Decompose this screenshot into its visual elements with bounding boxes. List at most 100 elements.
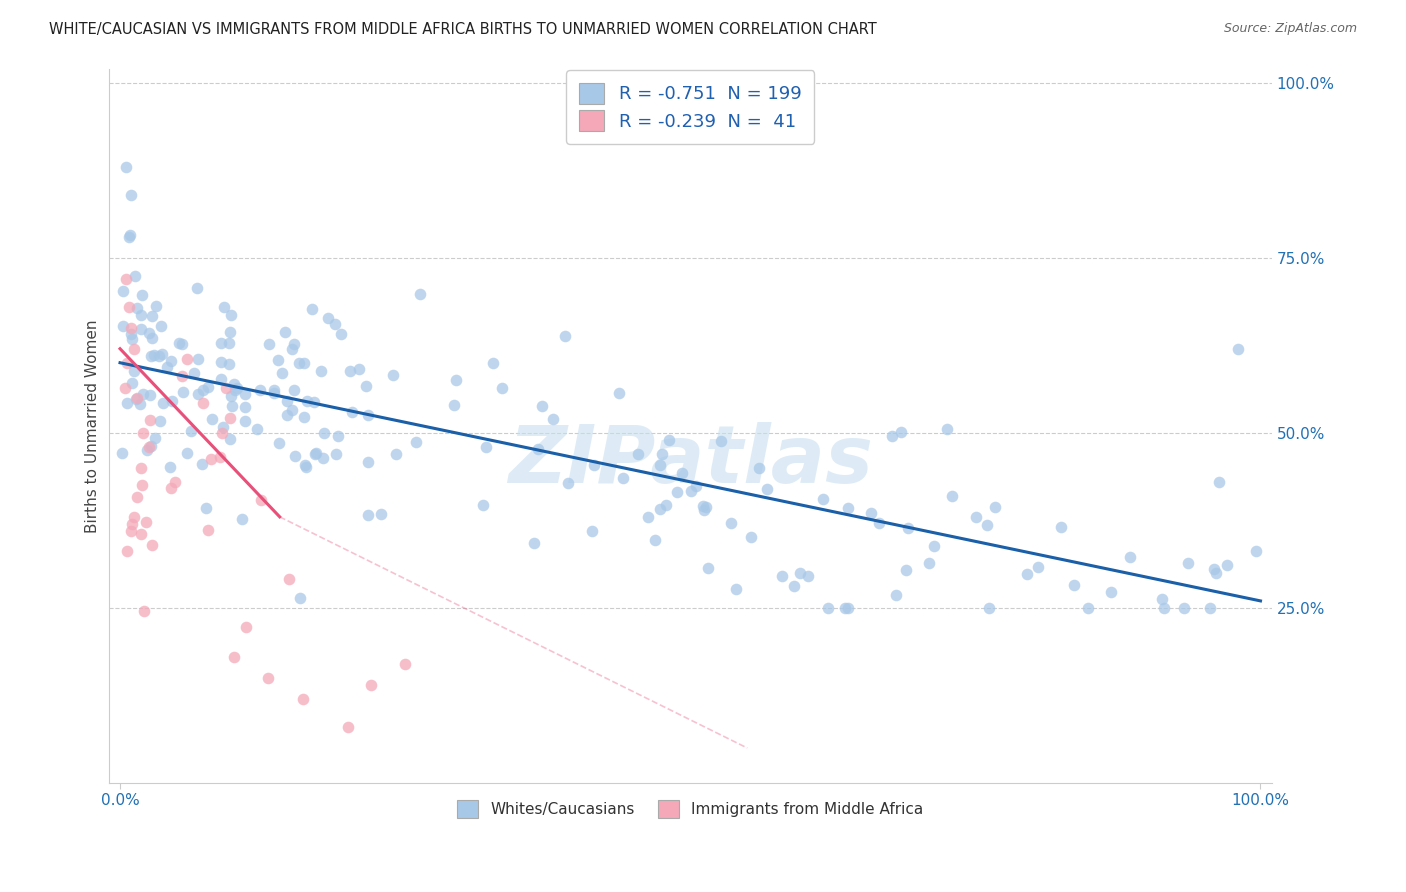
Point: [1204, 562, 1226, 576]
Point: [301, 302, 323, 317]
Point: [607, 385, 630, 400]
Legend: Whites/Caucasians, Immigrants from Middle Africa: Whites/Caucasians, Immigrants from Middl…: [450, 792, 931, 825]
Y-axis label: Births to Unmarried Women: Births to Unmarried Women: [86, 319, 100, 533]
Point: [1173, 601, 1195, 615]
Point: [180, 425, 202, 439]
Point: [150, 347, 173, 361]
Point: [156, 360, 179, 375]
Point: [183, 366, 205, 380]
Point: [583, 458, 606, 473]
Point: [134, 604, 156, 618]
Point: [443, 398, 465, 412]
Point: [890, 425, 912, 440]
Point: [138, 326, 160, 340]
Point: [186, 281, 208, 295]
Point: [121, 332, 143, 346]
Point: [685, 479, 707, 493]
Point: [224, 383, 246, 397]
Point: [710, 434, 733, 449]
Point: [1208, 475, 1230, 489]
Point: [120, 524, 142, 539]
Point: [491, 381, 513, 395]
Point: [235, 620, 257, 634]
Point: [124, 364, 146, 378]
Point: [176, 351, 198, 366]
Point: [312, 450, 335, 465]
Point: [979, 601, 1001, 615]
Point: [370, 507, 392, 521]
Point: [194, 500, 217, 515]
Point: [770, 569, 793, 583]
Point: [233, 400, 256, 414]
Point: [127, 391, 149, 405]
Point: [209, 355, 232, 369]
Point: [219, 389, 242, 403]
Point: [523, 536, 546, 550]
Point: [200, 452, 222, 467]
Point: [783, 579, 806, 593]
Point: [276, 409, 298, 423]
Point: [141, 331, 163, 345]
Point: [118, 300, 141, 314]
Point: [1063, 577, 1085, 591]
Point: [868, 516, 890, 531]
Point: [141, 538, 163, 552]
Point: [530, 399, 553, 413]
Point: [1026, 559, 1049, 574]
Point: [222, 376, 245, 391]
Point: [269, 435, 291, 450]
Point: [172, 384, 194, 399]
Point: [149, 414, 172, 428]
Point: [295, 459, 318, 474]
Point: [304, 447, 326, 461]
Text: WHITE/CAUCASIAN VS IMMIGRANTS FROM MIDDLE AFRICA BIRTHS TO UNMARRIED WOMEN CORRE: WHITE/CAUCASIAN VS IMMIGRANTS FROM MIDDL…: [49, 22, 877, 37]
Point: [444, 373, 467, 387]
Point: [1226, 342, 1249, 356]
Point: [129, 397, 152, 411]
Point: [475, 440, 498, 454]
Point: [159, 354, 181, 368]
Point: [197, 380, 219, 394]
Point: [114, 271, 136, 285]
Point: [218, 325, 240, 339]
Point: [172, 337, 194, 351]
Point: [1177, 557, 1199, 571]
Point: [201, 412, 224, 426]
Point: [740, 530, 762, 544]
Point: [941, 489, 963, 503]
Point: [543, 412, 565, 426]
Point: [936, 422, 959, 436]
Text: ZIPatlas: ZIPatlas: [508, 422, 873, 500]
Point: [349, 362, 371, 376]
Point: [834, 601, 856, 615]
Point: [131, 478, 153, 492]
Point: [671, 466, 693, 480]
Point: [129, 308, 152, 322]
Point: [1205, 566, 1227, 580]
Point: [141, 439, 163, 453]
Point: [209, 372, 232, 386]
Point: [214, 381, 236, 395]
Point: [127, 301, 149, 315]
Point: [797, 569, 820, 583]
Point: [627, 446, 650, 460]
Point: [644, 533, 666, 548]
Point: [894, 563, 917, 577]
Point: [323, 317, 346, 331]
Point: [1050, 520, 1073, 534]
Point: [281, 342, 304, 356]
Point: [136, 443, 159, 458]
Point: [246, 422, 269, 436]
Point: [340, 405, 363, 419]
Point: [152, 396, 174, 410]
Point: [292, 410, 315, 425]
Point: [159, 459, 181, 474]
Point: [325, 447, 347, 461]
Point: [1015, 566, 1038, 581]
Point: [276, 394, 298, 409]
Point: [637, 509, 659, 524]
Point: [138, 440, 160, 454]
Point: [129, 527, 152, 541]
Point: [860, 506, 883, 520]
Point: [1153, 601, 1175, 615]
